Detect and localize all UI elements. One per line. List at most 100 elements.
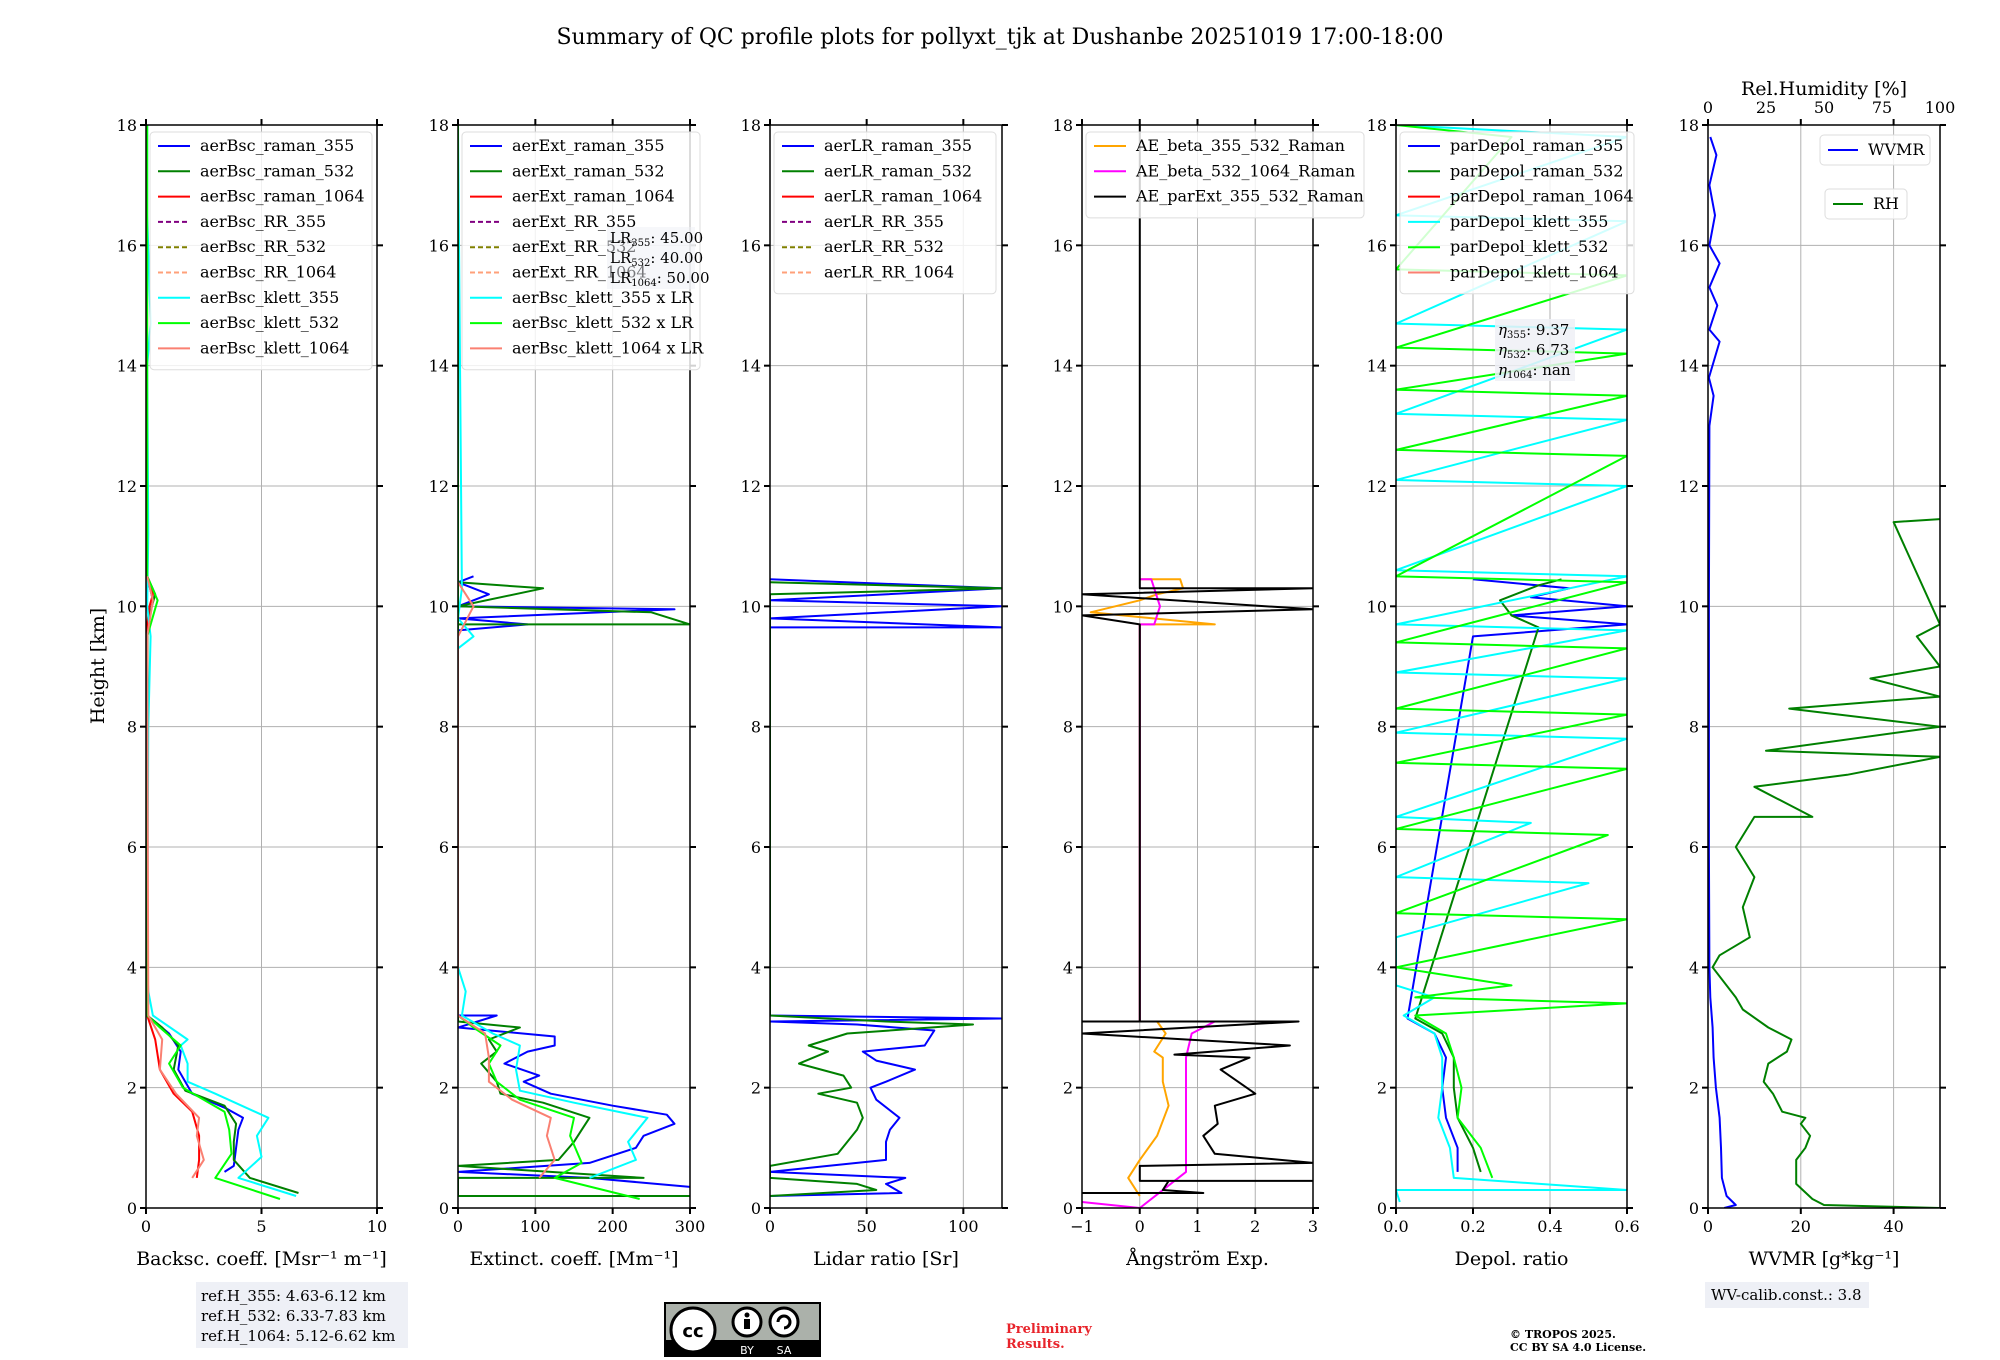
legend-label: parDepol_klett_1064 — [1450, 263, 1619, 282]
x-tick-label: 0 — [1703, 1217, 1713, 1236]
y-tick-label: 6 — [439, 838, 449, 857]
x-tick-label: 0.4 — [1537, 1217, 1562, 1236]
y-tick-label: 4 — [1377, 958, 1387, 977]
y-tick-label: 10 — [1367, 597, 1387, 616]
y-tick-label: 6 — [127, 838, 137, 857]
legend-label: AE_beta_355_532_Raman — [1135, 136, 1345, 155]
legend-label: parDepol_klett_355 — [1450, 212, 1608, 231]
by-label: BY — [740, 1344, 754, 1357]
y-tick-label: 10 — [117, 597, 137, 616]
x-axis-label: Backsc. coeff. [Msr⁻¹ m⁻¹] — [136, 1248, 387, 1270]
x2-tick-label: 75 — [1872, 98, 1892, 117]
x-tick-label: 200 — [597, 1217, 628, 1236]
x2-axis-label: Rel.Humidity [%] — [1741, 78, 1907, 100]
legend-label: RH — [1873, 194, 1899, 213]
ref-height-532: ref.H_532: 6.33-7.83 km — [201, 1307, 386, 1325]
y-tick-label: 10 — [429, 597, 449, 616]
series-parDepol_raman_355 — [1406, 578, 1627, 1172]
preliminary-note-line1: Preliminary — [1006, 1322, 1092, 1337]
annotation-line: LR532: 40.00 — [610, 249, 703, 269]
y-tick-label: 16 — [1367, 236, 1387, 255]
cc-icon — [669, 1306, 717, 1354]
series-aerBsc_raman_1064 — [146, 575, 201, 1179]
series-parDepol_klett_355 — [1396, 125, 1627, 1203]
y-tick-label: 8 — [1689, 718, 1699, 737]
series-RH — [1711, 518, 1940, 1208]
wv-calib-box: WV-calib.const.: 3.8 — [1705, 1282, 1869, 1308]
annotation-line: η355: 9.37 — [1498, 321, 1569, 341]
y-tick-label: 12 — [117, 477, 137, 496]
y-tick-label: 2 — [1377, 1079, 1387, 1098]
x-tick-label: 0 — [141, 1217, 151, 1236]
legend-label: parDepol_raman_355 — [1450, 136, 1623, 155]
legend: aerBsc_raman_355 aerBsc_raman_532 aerBsc_r… — [149, 131, 373, 371]
y-tick-label: 18 — [429, 116, 449, 135]
x-tick-label: 3 — [1308, 1217, 1318, 1236]
x-tick-label: 0 — [1135, 1217, 1145, 1236]
legend-label: aerLR_RR_355 — [824, 212, 944, 231]
x-tick-label: 10 — [367, 1217, 387, 1236]
panel-bsc: 0 5 10 0 2 4 6 8 10 12 14 16 18 Backsc. coeff. [Msr⁻¹… — [117, 116, 388, 1270]
x-axis-label: Lidar ratio [Sr] — [813, 1248, 959, 1270]
y-tick-label: 0 — [1689, 1199, 1699, 1218]
legend-label: aerExt_raman_532 — [512, 161, 665, 180]
legend-label: aerLR_RR_1064 — [824, 263, 954, 282]
legend-label: aerExt_raman_355 — [512, 136, 665, 155]
y-tick-label: 12 — [1679, 477, 1699, 496]
x-axis-label: Extinct. coeff. [Mm⁻¹] — [469, 1248, 678, 1270]
annotation-line: LR355: 45.00 — [610, 229, 703, 249]
sa-label: SA — [777, 1344, 792, 1357]
legend: parDepol_raman_355 parDepol_raman_532 parD… — [1399, 131, 1635, 295]
x-tick-label: 0 — [453, 1217, 463, 1236]
series-AE_beta_355_532_Raman — [1089, 578, 1216, 1197]
y-tick-label: 4 — [439, 958, 449, 977]
x-tick-label: 20 — [1791, 1217, 1811, 1236]
series-AE_parExt_355_532_Raman — [1082, 125, 1313, 1194]
y-tick-label: 14 — [429, 357, 449, 376]
legend-WVMR: WVMR — [1819, 134, 1931, 166]
series-parDepol_raman_532 — [1414, 578, 1562, 1173]
legend: aerLR_raman_355 aerLR_raman_532 aerLR_rama… — [773, 131, 997, 295]
wv-calib-const: WV-calib.const.: 3.8 — [1711, 1286, 1862, 1304]
y-tick-label: 0 — [127, 1199, 137, 1218]
legend-label: parDepol_raman_1064 — [1450, 187, 1634, 206]
y-tick-label: 4 — [127, 958, 137, 977]
y-tick-label: 0 — [751, 1199, 761, 1218]
legend-label: aerBsc_raman_355 — [200, 136, 354, 155]
legend-label: WVMR — [1868, 140, 1925, 159]
y-tick-label: 16 — [1053, 236, 1073, 255]
y-tick-label: 14 — [1367, 357, 1387, 376]
series-aerBsc_klett_532 x LR — [458, 125, 640, 1200]
legend-label: aerBsc_raman_532 — [200, 161, 354, 180]
y-tick-label: 8 — [1377, 718, 1387, 737]
x2-tick-label: 0 — [1703, 98, 1713, 117]
y-tick-label: 10 — [1679, 597, 1699, 616]
y-tick-label: 10 — [741, 597, 761, 616]
x2-tick-label: 100 — [1925, 98, 1956, 117]
legend-label: aerLR_raman_1064 — [824, 187, 982, 206]
cc-license-badge: cc BY SA — [664, 1302, 821, 1357]
y-tick-label: 2 — [439, 1079, 449, 1098]
copyright-line2: CC BY SA 4.0 License. — [1510, 1341, 1646, 1354]
cc-icon-label: cc — [682, 1321, 703, 1342]
legend-label: aerBsc_RR_355 — [200, 212, 326, 231]
x-tick-label: 1 — [1192, 1217, 1202, 1236]
x-tick-label: 0 — [765, 1217, 775, 1236]
copyright-line1: © TROPOS 2025. — [1510, 1328, 1616, 1341]
series-aerBsc_klett_532 — [146, 125, 281, 1200]
y-tick-label: 12 — [429, 477, 449, 496]
share-alike-icon — [768, 1306, 800, 1338]
y-tick-label: 2 — [1063, 1079, 1073, 1098]
axes-frame — [457, 124, 691, 1209]
y-tick-label: 4 — [1063, 958, 1073, 977]
y-tick-label: 8 — [127, 718, 137, 737]
x-tick-label: 0.2 — [1460, 1217, 1485, 1236]
axes-frame — [769, 124, 1003, 1209]
series-aerBsc_raman_355 — [146, 576, 244, 1173]
y-tick-label: 10 — [1053, 597, 1073, 616]
y-axis-label: Height [km] — [87, 608, 109, 724]
y-tick-label: 12 — [741, 477, 761, 496]
legend-label: aerBsc_RR_532 — [200, 237, 326, 256]
